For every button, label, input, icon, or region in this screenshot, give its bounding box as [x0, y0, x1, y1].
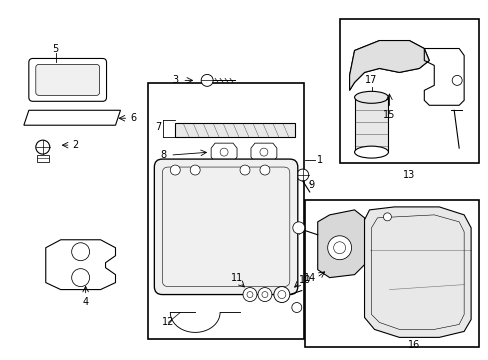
Polygon shape [24, 110, 120, 125]
Text: 15: 15 [383, 110, 395, 120]
Circle shape [72, 243, 89, 261]
Text: 16: 16 [407, 340, 420, 350]
Circle shape [72, 269, 89, 287]
Circle shape [201, 75, 213, 86]
Circle shape [170, 165, 180, 175]
FancyBboxPatch shape [29, 58, 106, 101]
Bar [339, 19, 478, 163]
Ellipse shape [354, 146, 387, 158]
Text: 11: 11 [230, 273, 243, 283]
Text: 17: 17 [365, 75, 377, 85]
Text: 9: 9 [308, 180, 314, 190]
Text: 12: 12 [162, 318, 174, 328]
FancyBboxPatch shape [154, 159, 297, 294]
Circle shape [260, 148, 267, 156]
Circle shape [327, 236, 351, 260]
Circle shape [292, 222, 304, 234]
Circle shape [243, 288, 256, 302]
Circle shape [333, 242, 345, 254]
Polygon shape [317, 210, 364, 278]
Circle shape [273, 287, 289, 302]
Text: 8: 8 [160, 150, 166, 160]
Text: 4: 4 [82, 297, 88, 306]
Text: 10: 10 [298, 275, 310, 285]
Bar [148, 84, 303, 339]
Circle shape [451, 75, 461, 85]
Text: 14: 14 [303, 273, 315, 283]
Bar [304, 200, 478, 347]
Text: 13: 13 [403, 170, 415, 180]
Text: 7: 7 [155, 122, 161, 132]
Circle shape [296, 169, 308, 181]
Circle shape [291, 302, 301, 312]
Circle shape [383, 213, 390, 221]
Text: 2: 2 [72, 140, 79, 150]
Circle shape [258, 288, 271, 302]
Circle shape [260, 165, 269, 175]
Polygon shape [349, 41, 428, 90]
Text: 3: 3 [172, 75, 178, 85]
Circle shape [262, 292, 267, 298]
FancyBboxPatch shape [37, 155, 49, 162]
Text: 1: 1 [316, 155, 322, 165]
Text: 6: 6 [130, 113, 136, 123]
Bar [354, 97, 387, 152]
Text: 5: 5 [53, 44, 59, 54]
FancyBboxPatch shape [36, 64, 100, 95]
Ellipse shape [354, 91, 387, 103]
Circle shape [246, 292, 252, 298]
Polygon shape [364, 207, 470, 337]
Circle shape [277, 291, 285, 298]
Circle shape [240, 165, 249, 175]
Polygon shape [175, 123, 294, 137]
Circle shape [36, 140, 50, 154]
Circle shape [190, 165, 200, 175]
Circle shape [220, 148, 227, 156]
